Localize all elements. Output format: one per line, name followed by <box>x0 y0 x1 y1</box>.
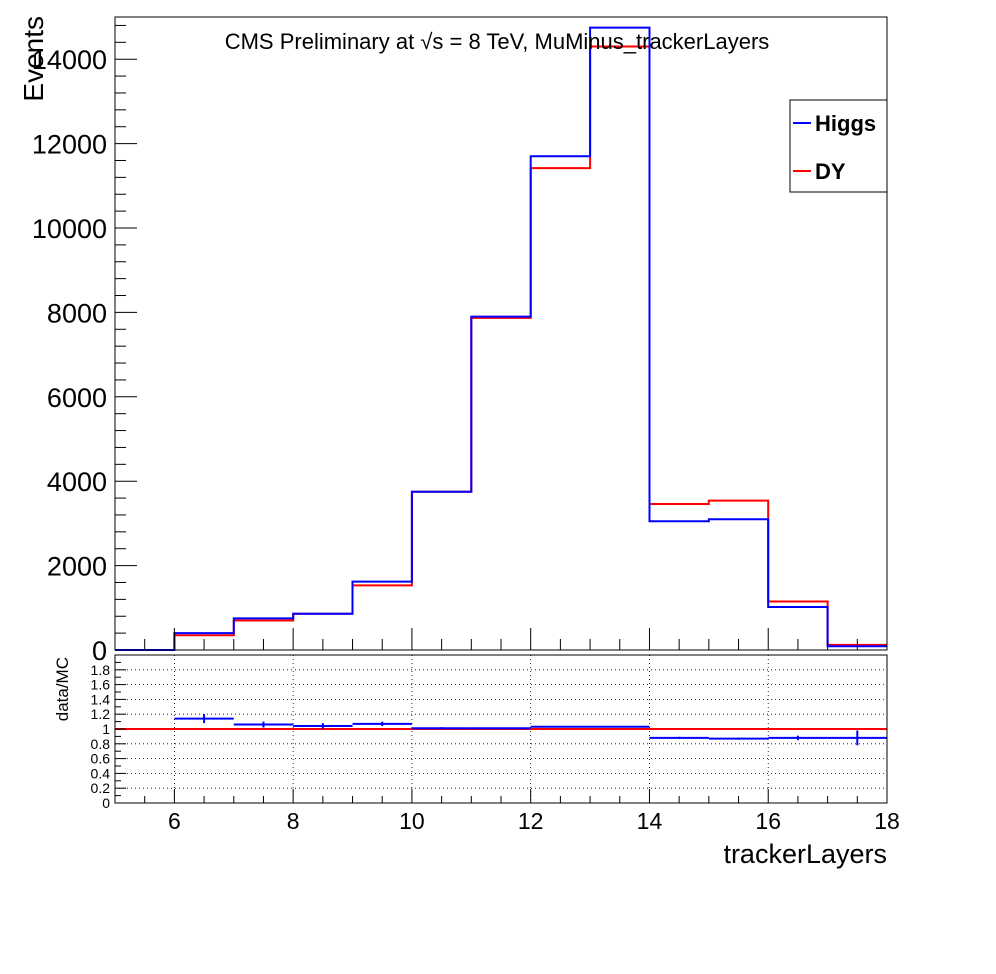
chart-title: CMS Preliminary at √s = 8 TeV, MuMinus_t… <box>225 29 770 54</box>
series-higgs-histogram <box>115 26 887 651</box>
legend-label-higgs: Higgs <box>815 111 876 136</box>
y-tick-label: 12000 <box>32 130 107 160</box>
x-tick-label: 14 <box>637 808 663 834</box>
y-tick-label: 2000 <box>47 552 107 582</box>
y-axis-label: Events <box>18 16 49 102</box>
y-tick-label: 14000 <box>32 45 107 75</box>
ratio-y-tick-label: 1 <box>102 721 110 737</box>
y-tick-label: 0 <box>92 636 107 666</box>
ratio-y-tick-label: 0.8 <box>91 736 111 752</box>
x-tick-label: 18 <box>874 808 900 834</box>
y-tick-label: 4000 <box>47 467 107 497</box>
x-tick-label: 12 <box>518 808 544 834</box>
legend-box <box>789 99 888 193</box>
ratio-y-tick-label: 1.8 <box>91 662 111 678</box>
ratio-y-tick-label: 0 <box>102 795 110 811</box>
x-tick-label: 16 <box>755 808 781 834</box>
y-tick-label: 6000 <box>47 383 107 413</box>
ratio-y-tick-label: 1.6 <box>91 677 111 693</box>
series-dy-histogram <box>115 45 887 651</box>
x-tick-label: 10 <box>399 808 425 834</box>
ratio-y-tick-label: 1.4 <box>91 691 111 707</box>
y-tick-label: 8000 <box>47 298 107 328</box>
x-axis-label: trackerLayers <box>723 839 887 869</box>
ratio-y-axis-label: data/MC <box>53 657 72 721</box>
ratio-y-tick-label: 0.6 <box>91 751 111 767</box>
y-tick-label: 10000 <box>32 214 107 244</box>
x-tick-label: 6 <box>168 808 181 834</box>
main-plot-frame <box>114 16 888 651</box>
ratio-y-tick-label: 0.2 <box>91 780 111 796</box>
legend-label-dy: DY <box>815 159 846 184</box>
x-tick-label: 8 <box>287 808 300 834</box>
ratio-y-tick-label: 0.4 <box>91 765 111 781</box>
ratio-y-tick-label: 1.2 <box>91 706 111 722</box>
